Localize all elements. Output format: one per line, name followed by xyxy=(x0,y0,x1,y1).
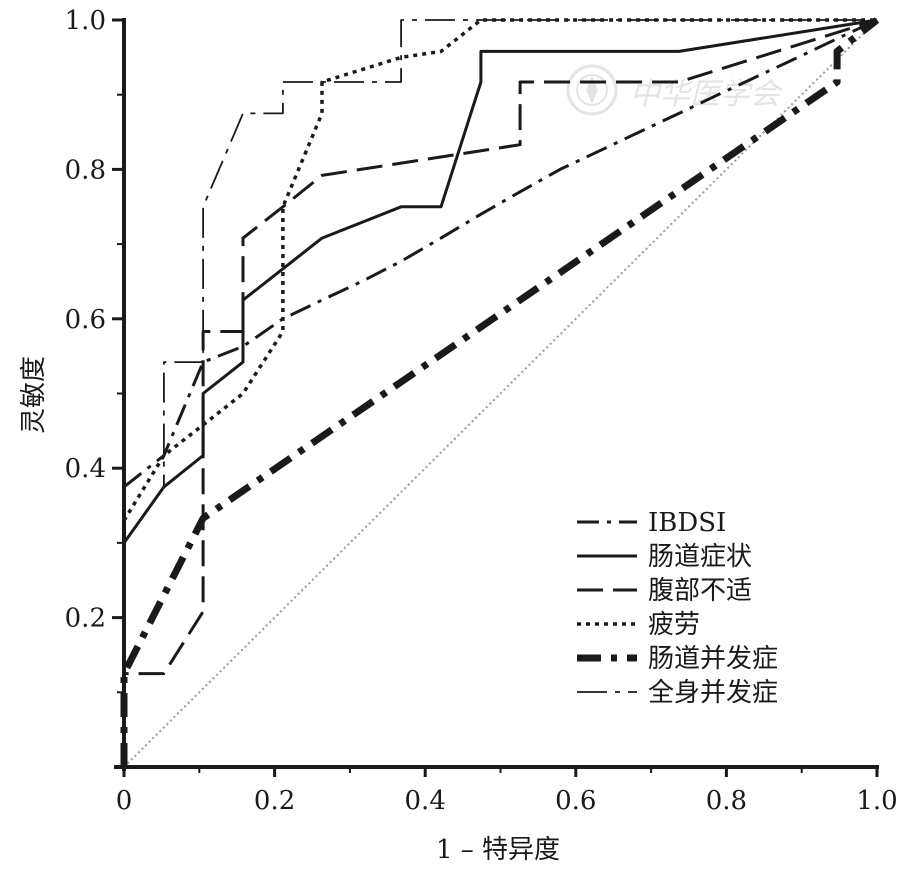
x-ticks: 0 0.2 0.4 0.6 0.8 1.0 xyxy=(116,767,898,816)
x-tick-label: 0 xyxy=(116,786,133,816)
y-ticks: 0.2 0.4 0.6 0.8 1.0 xyxy=(65,6,124,694)
series-group xyxy=(120,17,880,767)
y-tick-label: 0.6 xyxy=(65,305,106,335)
legend-label-5: 肠道并发症 xyxy=(648,644,778,674)
x-tick-label: 0.4 xyxy=(405,786,446,816)
x-tick-label: 0.8 xyxy=(706,786,747,816)
series-line-6 xyxy=(123,19,877,544)
y-axis-title: 灵敏度 xyxy=(19,356,49,434)
x-tick-label: 1.0 xyxy=(856,786,897,816)
x-axis-title: 1 – 特异度 xyxy=(436,835,560,865)
series-line-2 xyxy=(122,18,878,551)
legend-label-6: 全身并发症 xyxy=(648,678,778,708)
legend-label-1: IBDSI xyxy=(648,508,726,538)
y-tick-label: 0.2 xyxy=(65,604,106,634)
y-tick-label: 0.4 xyxy=(65,454,106,484)
x-tick-label: 0.6 xyxy=(555,786,596,816)
reference-diagonal-line xyxy=(123,19,878,768)
series-line-1 xyxy=(123,18,878,489)
seal-icon xyxy=(566,64,618,116)
legend-label-3: 腹部不适 xyxy=(648,576,752,606)
x-tick-label: 0.2 xyxy=(254,786,295,816)
watermark: 中华医学会 xyxy=(566,64,783,116)
series-line-5 xyxy=(120,17,880,767)
series-line-3 xyxy=(122,18,878,767)
y-tick-label: 1.0 xyxy=(65,6,106,36)
y-tick-label: 0.8 xyxy=(65,155,106,185)
legend-label-2: 肠道症状 xyxy=(648,542,752,572)
series-line-4 xyxy=(122,18,877,522)
legend-label-4: 疲劳 xyxy=(648,610,700,640)
